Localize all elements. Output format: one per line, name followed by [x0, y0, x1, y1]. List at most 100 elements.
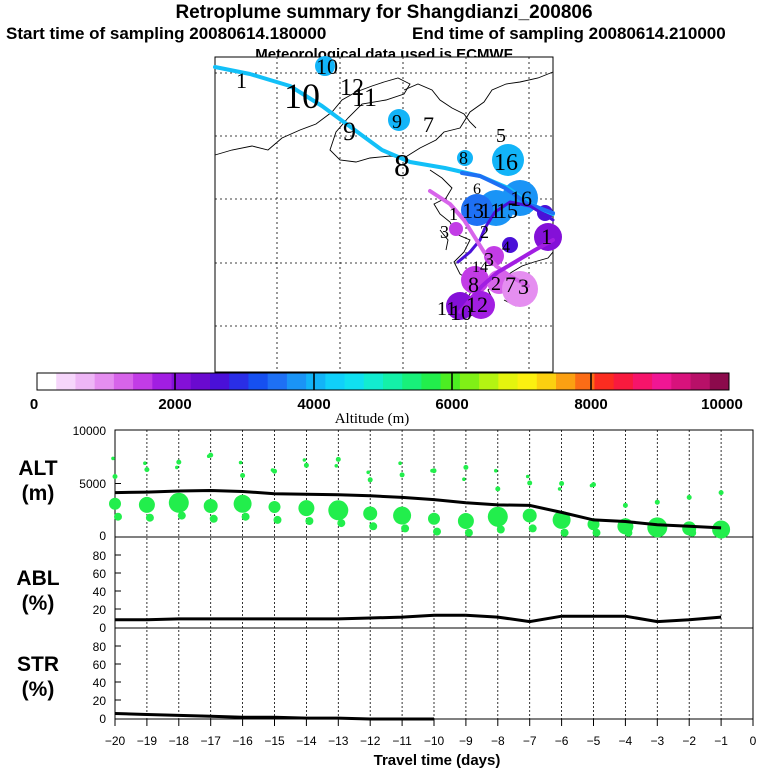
cb-tick: 10000: [701, 396, 743, 413]
alt-plume-dot: [522, 508, 537, 523]
cb-tick: 8000: [574, 396, 607, 413]
alt-plume-dot: [462, 477, 466, 482]
map-label: 10: [450, 300, 472, 325]
plume-circles: [315, 56, 562, 320]
str-ytick: 0: [99, 712, 106, 726]
cb-tick: 4000: [297, 396, 330, 413]
alt-plume-dot: [552, 510, 571, 529]
colorbar-cell: [363, 373, 384, 390]
alt-label: ALT: [18, 457, 57, 480]
alt-plume-dot: [527, 480, 533, 486]
x-tick-label: −13: [328, 734, 349, 748]
colorbar-cell: [171, 373, 192, 390]
alt-plume-dot: [366, 470, 371, 475]
alt-plume-dot: [401, 524, 410, 533]
x-tick-label: −15: [264, 734, 285, 748]
map-label: 1: [449, 204, 458, 224]
cb-tick: 6000: [435, 396, 468, 413]
alt-plume-dot: [712, 520, 731, 539]
alt-plume-dot: [393, 506, 412, 525]
map-label: 2: [491, 273, 501, 295]
alt-plume-dot: [656, 528, 665, 537]
alt-plume-dot: [494, 468, 498, 473]
colorbar-cell: [94, 373, 115, 390]
str-line: [114, 712, 434, 721]
colorbar-cell: [459, 373, 480, 390]
str-ytick: 20: [93, 694, 107, 708]
alt-plume-dot: [496, 525, 505, 534]
alt-plume-dot: [428, 512, 440, 525]
x-tick-label: −2: [682, 734, 696, 748]
colorbar-cell: [594, 373, 615, 390]
map-label: 3: [518, 274, 529, 299]
cb-tick: 2000: [158, 396, 191, 413]
x-tick-label: −10: [424, 734, 445, 748]
alt-plume-dot: [430, 468, 434, 473]
map-label: 8: [394, 147, 410, 183]
map-label: 8: [459, 148, 468, 168]
x-tick-label: −17: [201, 734, 222, 748]
alt-plume-dot: [688, 528, 697, 537]
map-label: 2: [480, 222, 489, 242]
alt-plume-dot: [305, 517, 314, 525]
alt-plume-dot: [328, 500, 349, 521]
colorbar: 0 2000 4000 6000 8000 10000 Altitude (m): [30, 372, 743, 427]
x-tick-label: −1: [714, 734, 728, 748]
alt-plume-dot: [203, 499, 218, 513]
alt-ytick: 10000: [73, 424, 107, 438]
alt-mean-line: [114, 488, 722, 530]
time-series-panels: ALT (m) ABL (%) STR (%) 10000 5000 0 80 …: [16, 424, 756, 768]
map-label: 3: [484, 249, 494, 271]
colorbar-cell: [210, 373, 230, 390]
colorbar-cell: [402, 373, 422, 390]
colorbar-cell: [56, 373, 76, 390]
colorbar-cell: [498, 373, 519, 390]
map-label: 15: [496, 198, 518, 223]
colorbar-cell: [229, 373, 249, 390]
alt-plume-dot: [145, 513, 154, 522]
abl-unit: (%): [22, 592, 55, 615]
colorbar-cell: [37, 373, 57, 390]
colorbar-cell: [613, 373, 634, 390]
abl-ytick: 20: [93, 603, 107, 617]
alt-plume-dot: [363, 506, 378, 521]
alt-plume-dot: [525, 474, 530, 479]
alt-ytick: 5000: [79, 477, 106, 491]
alt-plume-dot: [138, 496, 155, 513]
colorbar-cell: [383, 373, 403, 390]
abl-ytick: 40: [93, 585, 107, 599]
abl-ytick: 60: [93, 567, 107, 581]
alt-plume-dot: [177, 511, 186, 520]
chart-title: Retroplume summary for Shangdianzi_20080…: [175, 2, 593, 23]
map-label: 6: [473, 181, 481, 198]
alt-plume-dot: [718, 490, 724, 496]
colorbar-cell: [344, 373, 365, 390]
alt-plume-dot: [206, 454, 211, 459]
map-label: 10: [284, 76, 320, 116]
str-label: STR: [17, 653, 59, 676]
x-tick-label: −9: [459, 734, 473, 748]
str-ytick: 40: [93, 676, 107, 690]
colorbar-cell: [575, 373, 595, 390]
x-tick-label: −4: [619, 734, 633, 748]
alt-plume-dot: [112, 474, 118, 479]
alt-plume-dot: [457, 513, 474, 529]
x-tick-label: −6: [555, 734, 569, 748]
alt-plume-dot: [303, 462, 309, 468]
trajectory-pink: [428, 189, 530, 288]
map-panel: 1 10 12 10 11 9 7 9 8 5 16 8 6 13 11 15 …: [213, 54, 562, 373]
x-tick-label: −19: [137, 734, 158, 748]
str-ytick: 60: [93, 658, 107, 672]
start-time: Start time of sampling 20080614.180000: [6, 24, 327, 43]
x-tick-label: −7: [523, 734, 537, 748]
x-tick-label: −14: [296, 734, 317, 748]
alt-plume-dot: [168, 492, 189, 513]
str-unit: (%): [22, 678, 55, 701]
x-tick-label: −11: [392, 734, 412, 748]
alt-plume-dot: [622, 502, 628, 508]
map-label: 11: [437, 298, 456, 320]
trajectory-indigo: [456, 200, 555, 264]
alt-plume-dot: [624, 528, 633, 537]
colorbar-cell: [556, 373, 576, 390]
alt-plume-dot: [369, 522, 378, 531]
